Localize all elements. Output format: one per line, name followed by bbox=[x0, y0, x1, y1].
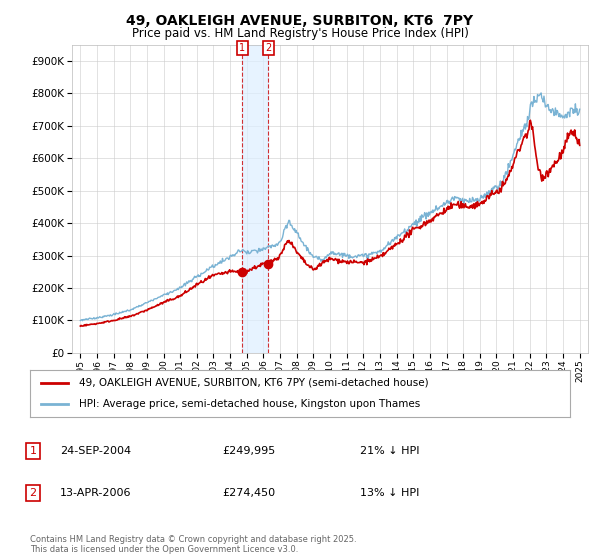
Text: 1: 1 bbox=[29, 446, 37, 456]
Bar bbox=[242, 45, 268, 353]
Text: Price paid vs. HM Land Registry's House Price Index (HPI): Price paid vs. HM Land Registry's House … bbox=[131, 27, 469, 40]
Text: HPI: Average price, semi-detached house, Kingston upon Thames: HPI: Average price, semi-detached house,… bbox=[79, 399, 420, 409]
Text: 2: 2 bbox=[29, 488, 37, 498]
Text: 13-APR-2006: 13-APR-2006 bbox=[60, 488, 131, 498]
Text: £274,450: £274,450 bbox=[222, 488, 275, 498]
Text: 2: 2 bbox=[265, 43, 271, 53]
Text: 24-SEP-2004: 24-SEP-2004 bbox=[60, 446, 131, 456]
Text: 21% ↓ HPI: 21% ↓ HPI bbox=[360, 446, 419, 456]
Text: 49, OAKLEIGH AVENUE, SURBITON, KT6  7PY: 49, OAKLEIGH AVENUE, SURBITON, KT6 7PY bbox=[127, 14, 473, 28]
Text: 13% ↓ HPI: 13% ↓ HPI bbox=[360, 488, 419, 498]
Text: Contains HM Land Registry data © Crown copyright and database right 2025.
This d: Contains HM Land Registry data © Crown c… bbox=[30, 535, 356, 554]
Text: 1: 1 bbox=[239, 43, 245, 53]
Text: £249,995: £249,995 bbox=[222, 446, 275, 456]
Text: 49, OAKLEIGH AVENUE, SURBITON, KT6 7PY (semi-detached house): 49, OAKLEIGH AVENUE, SURBITON, KT6 7PY (… bbox=[79, 378, 428, 388]
